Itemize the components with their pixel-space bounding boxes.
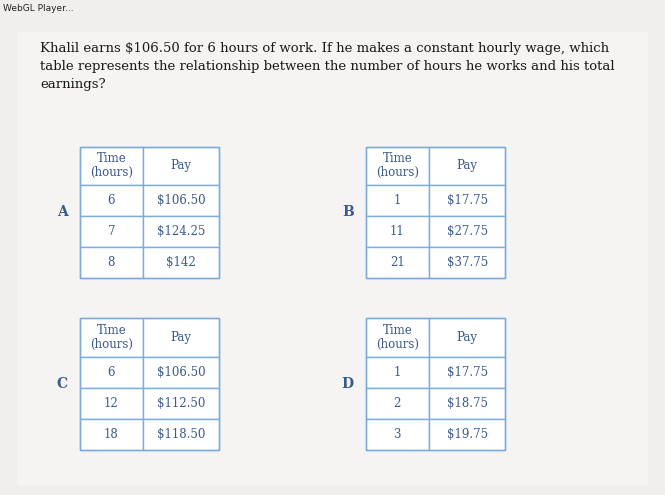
Text: $142: $142 [166,256,196,269]
FancyBboxPatch shape [80,185,143,216]
FancyBboxPatch shape [80,318,219,449]
Text: $37.75: $37.75 [446,256,488,269]
FancyBboxPatch shape [366,185,429,216]
Text: 3: 3 [394,428,401,441]
FancyBboxPatch shape [429,247,505,278]
FancyBboxPatch shape [366,419,429,449]
Text: $106.50: $106.50 [157,366,205,379]
Text: $106.50: $106.50 [157,194,205,207]
FancyBboxPatch shape [429,356,505,388]
Text: B: B [342,205,354,219]
Text: D: D [342,377,354,391]
Text: $19.75: $19.75 [447,428,487,441]
FancyBboxPatch shape [80,419,143,449]
Text: 12: 12 [104,396,119,410]
FancyBboxPatch shape [366,147,429,185]
FancyBboxPatch shape [429,419,505,449]
Text: Pay: Pay [457,159,477,172]
FancyBboxPatch shape [143,185,219,216]
FancyBboxPatch shape [366,247,429,278]
Text: Time
(hours): Time (hours) [90,324,133,351]
FancyBboxPatch shape [366,147,505,278]
Text: 1: 1 [394,194,401,207]
FancyBboxPatch shape [17,32,648,486]
FancyBboxPatch shape [143,356,219,388]
Text: 6: 6 [108,366,115,379]
FancyBboxPatch shape [143,247,219,278]
Text: 7: 7 [108,225,115,238]
Text: Time
(hours): Time (hours) [376,324,419,351]
Text: $17.75: $17.75 [447,366,487,379]
FancyBboxPatch shape [143,147,219,185]
Text: 2: 2 [394,396,401,410]
FancyBboxPatch shape [80,356,143,388]
Text: Pay: Pay [457,331,477,344]
Text: 6: 6 [108,194,115,207]
Text: Pay: Pay [171,159,192,172]
Text: 1: 1 [394,366,401,379]
Text: 8: 8 [108,256,115,269]
FancyBboxPatch shape [80,147,143,185]
FancyBboxPatch shape [143,419,219,449]
Text: $118.50: $118.50 [157,428,205,441]
FancyBboxPatch shape [429,147,505,185]
FancyBboxPatch shape [366,318,505,449]
Text: Time
(hours): Time (hours) [90,152,133,179]
FancyBboxPatch shape [429,185,505,216]
Text: $112.50: $112.50 [157,396,205,410]
FancyBboxPatch shape [80,147,219,278]
FancyBboxPatch shape [80,388,143,419]
Text: Time
(hours): Time (hours) [376,152,419,179]
FancyBboxPatch shape [429,388,505,419]
Text: 18: 18 [104,428,119,441]
FancyBboxPatch shape [143,318,219,356]
Text: $18.75: $18.75 [447,396,487,410]
Text: WebGL Player...: WebGL Player... [3,4,74,13]
FancyBboxPatch shape [143,388,219,419]
Text: C: C [57,377,68,391]
FancyBboxPatch shape [366,388,429,419]
FancyBboxPatch shape [143,216,219,247]
FancyBboxPatch shape [366,216,429,247]
FancyBboxPatch shape [429,318,505,356]
Text: Khalil earns $106.50 for 6 hours of work. If he makes a constant hourly wage, wh: Khalil earns $106.50 for 6 hours of work… [40,42,614,91]
Text: Pay: Pay [171,331,192,344]
FancyBboxPatch shape [429,216,505,247]
Text: $17.75: $17.75 [447,194,487,207]
Text: 21: 21 [390,256,405,269]
FancyBboxPatch shape [366,356,429,388]
Text: $27.75: $27.75 [447,225,487,238]
FancyBboxPatch shape [80,318,143,356]
Text: A: A [57,205,68,219]
Text: $124.25: $124.25 [157,225,205,238]
FancyBboxPatch shape [80,216,143,247]
Text: 11: 11 [390,225,405,238]
FancyBboxPatch shape [80,247,143,278]
FancyBboxPatch shape [366,318,429,356]
